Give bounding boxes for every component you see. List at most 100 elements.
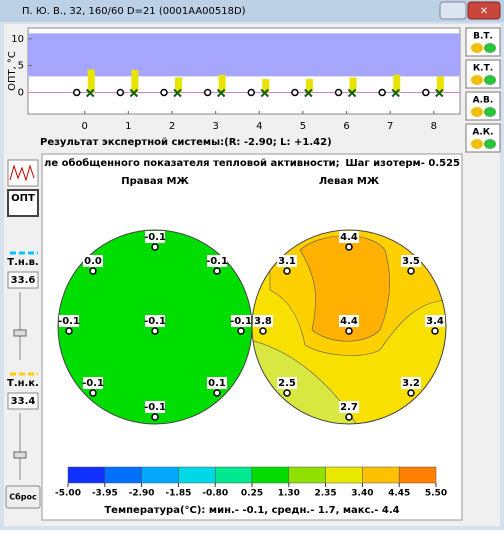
bar — [349, 77, 357, 93]
side-button-icon — [471, 43, 483, 53]
map-step: Шаг изотерм- 0.525 — [345, 158, 460, 169]
scale-cell — [141, 466, 179, 484]
opt-label: ОПТ — [11, 193, 35, 204]
point-label: 2.5 — [278, 378, 296, 389]
x-tick-label: 3 — [212, 121, 218, 132]
point — [151, 413, 159, 421]
point-label-bg — [145, 231, 165, 243]
side-button-icon — [484, 139, 496, 149]
point-label-bg — [425, 315, 445, 327]
norm-band — [28, 33, 460, 77]
tnk-thumb[interactable] — [13, 451, 27, 459]
scale-cell — [178, 466, 216, 484]
right-buttons: В.Т. К.Т. А.В. А.К. — [465, 27, 501, 153]
marker-x — [216, 88, 226, 98]
tnv-thumb[interactable] — [13, 329, 27, 337]
point-label-bg — [207, 255, 227, 267]
scale-cell — [288, 466, 326, 484]
side-button-icon — [484, 43, 496, 53]
point-label: 4.4 — [340, 316, 358, 327]
point-label: -0.1 — [58, 316, 80, 327]
map-footer: Температура(°C): мин.- -0.1, средн.- 1.7… — [104, 505, 399, 516]
x-tick-label: 7 — [387, 121, 393, 132]
point-label-bg — [145, 315, 165, 327]
tnv-label: Т.н.в. — [7, 257, 38, 268]
point-label: -0.1 — [144, 316, 166, 327]
marker-o — [247, 88, 256, 97]
left-title: Левая МЖ — [319, 176, 380, 187]
icon-wave — [9, 164, 35, 182]
scale-cell — [104, 466, 142, 484]
point-label: -0.1 — [82, 378, 104, 389]
point-label-bg — [83, 377, 103, 389]
point-label: 0.0 — [84, 256, 102, 267]
scale-tick-label: 1.30 — [278, 489, 300, 499]
side-button-icon — [484, 75, 496, 85]
marker-o — [422, 88, 430, 97]
point-label: -0.1 — [206, 256, 228, 267]
close-button[interactable] — [467, 1, 501, 20]
close-icon: ✕ — [480, 6, 488, 17]
point-label-bg — [253, 315, 273, 327]
point-label: 3.4 — [426, 316, 444, 327]
marker-o — [72, 88, 81, 97]
point-label-bg — [401, 255, 421, 267]
point-label-bg — [339, 315, 359, 327]
x-tick-label: 5 — [300, 121, 306, 132]
reset-label: Сброс — [9, 492, 37, 502]
mode-icon[interactable] — [7, 159, 39, 187]
scale-cell — [251, 466, 290, 484]
tnk-label: Т.н.к. — [7, 378, 39, 389]
marker-o — [160, 88, 168, 97]
scale-tick-label: 2.35 — [314, 489, 336, 499]
reset-button[interactable] — [5, 485, 41, 509]
opt-button[interactable] — [7, 189, 39, 217]
y-tick-label: 0 — [18, 88, 24, 99]
point-label-bg — [401, 377, 421, 389]
point-label-bg — [339, 231, 359, 243]
window-title: П. Ю. В., 32, 160/60 D=21 (0001AA00518D) — [22, 6, 246, 17]
scale-tick-label: 5.50 — [425, 489, 447, 499]
marker-x — [304, 88, 313, 98]
x-tick-label: 2 — [169, 121, 175, 132]
scale-cell — [67, 466, 106, 484]
marker-x — [347, 88, 357, 98]
scale-cell — [214, 466, 253, 484]
point-label-bg — [59, 315, 79, 327]
bar — [131, 69, 139, 93]
point — [345, 327, 353, 335]
point-label-bg — [83, 255, 103, 267]
side-button-label: А.В. — [473, 96, 494, 106]
scale-tick-label: -1.85 — [165, 489, 191, 499]
marker-x — [173, 88, 182, 98]
scale-cell — [362, 466, 400, 484]
point — [65, 327, 73, 335]
maximize-button[interactable] — [439, 1, 467, 20]
point — [89, 267, 97, 275]
point-label-bg — [277, 377, 297, 389]
point-label: 3.1 — [278, 256, 296, 267]
point — [407, 267, 415, 275]
marker-o — [203, 88, 212, 97]
point — [213, 389, 221, 397]
marker-o — [334, 88, 343, 97]
x-tick-label: 8 — [431, 121, 437, 132]
y-axis-label: ОПТ, °C — [7, 51, 18, 91]
right-title: Правая МЖ — [121, 176, 189, 187]
point-label-bg — [207, 377, 227, 389]
point — [283, 267, 291, 275]
point-label: 3.8 — [254, 316, 272, 327]
point-label: 3.5 — [402, 256, 420, 267]
bar — [262, 79, 270, 93]
point — [407, 389, 415, 397]
point — [283, 389, 291, 397]
scale-tick-label: 4.45 — [388, 489, 410, 499]
bar — [87, 69, 95, 93]
scale-tick-label: -3.95 — [92, 489, 118, 499]
point-label: -0.1 — [144, 232, 166, 243]
point — [259, 327, 267, 335]
side-button-label: К.Т. — [473, 64, 493, 74]
point-label: 0.1 — [208, 378, 226, 389]
